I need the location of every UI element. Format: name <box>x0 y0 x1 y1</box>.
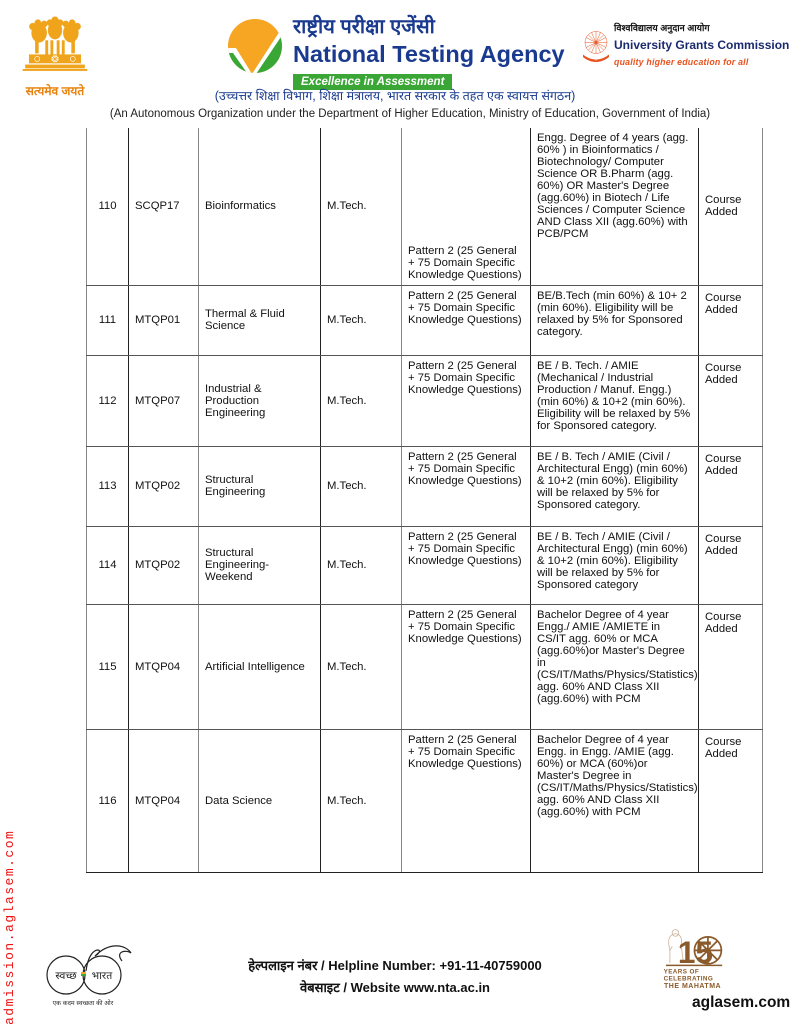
svg-text:स्वच्छ: स्वच्छ <box>55 970 77 982</box>
svg-text:YEARS OF: YEARS OF <box>664 968 700 975</box>
svg-text:CELEBRATING: CELEBRATING <box>664 975 714 982</box>
svg-text:भारत: भारत <box>92 970 113 982</box>
